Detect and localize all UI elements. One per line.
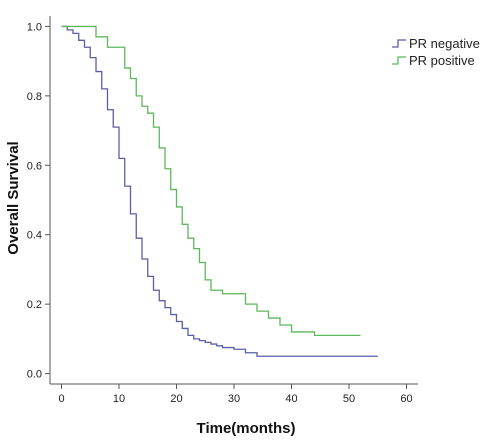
y-tick-label: 0.0 bbox=[27, 369, 42, 381]
y-tick-label: 0.6 bbox=[27, 160, 42, 172]
legend-label-pr-negative: PR negative bbox=[409, 36, 480, 51]
legend-swatch-pr-negative bbox=[392, 39, 406, 48]
series-layer bbox=[61, 25, 378, 357]
y-tick-label: 0.4 bbox=[27, 230, 42, 242]
y-axis-title: Overall Survival bbox=[5, 141, 22, 254]
legend: PR negative PR positive bbox=[392, 36, 480, 68]
x-tick-label: 50 bbox=[343, 393, 355, 405]
x-tick-label: 0 bbox=[58, 393, 64, 405]
axes bbox=[49, 16, 418, 385]
legend-swatch-pr-positive bbox=[392, 56, 406, 65]
y-ticks: 0.0 0.2 0.4 0.6 0.8 1.0 bbox=[27, 21, 50, 381]
y-tick-label: 1.0 bbox=[27, 21, 42, 33]
x-axis-title: Time(months) bbox=[197, 420, 296, 437]
y-tick-label: 0.2 bbox=[27, 299, 42, 311]
x-ticks: 0 10 20 30 40 50 60 bbox=[58, 384, 413, 405]
series-line-pr-negative bbox=[61, 25, 378, 357]
y-tick-label: 0.8 bbox=[27, 91, 42, 103]
series-line-pr-positive bbox=[61, 25, 361, 337]
x-tick-label: 20 bbox=[170, 393, 182, 405]
x-tick-label: 40 bbox=[285, 393, 297, 405]
x-tick-label: 30 bbox=[228, 393, 240, 405]
legend-label-pr-positive: PR positive bbox=[409, 53, 475, 68]
x-tick-label: 60 bbox=[400, 393, 412, 405]
x-tick-label: 10 bbox=[113, 393, 125, 405]
